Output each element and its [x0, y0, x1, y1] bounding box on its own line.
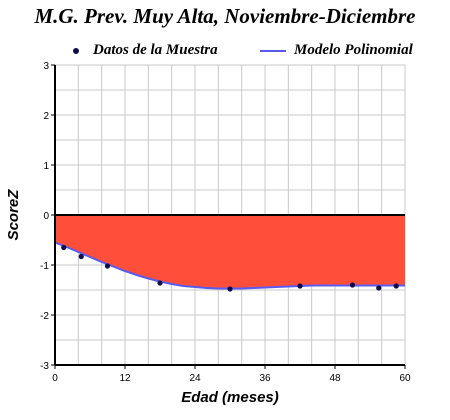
- data-point: [349, 282, 356, 288]
- y-tick-label: -3: [40, 361, 49, 372]
- x-tick-label: 48: [329, 373, 341, 384]
- y-tick-label: 1: [43, 161, 49, 172]
- data-point: [78, 253, 84, 260]
- y-tick-label: 3: [43, 61, 49, 72]
- y-tick-label: 0: [43, 211, 49, 222]
- model-fill-area: [55, 215, 405, 289]
- legend: Datos de la Muestra Modelo Polinomial: [0, 42, 450, 60]
- data-point: [376, 285, 382, 291]
- data-point: [393, 283, 399, 289]
- y-tick-label: -1: [40, 261, 49, 272]
- chart-title: M.G. Prev. Muy Alta, Noviembre-Diciembre: [34, 4, 416, 28]
- x-tick-label: 24: [189, 373, 201, 384]
- legend-label-model: Modelo Polinomial: [294, 42, 413, 58]
- legend-label-sample: Datos de la Muestra: [93, 42, 218, 58]
- x-tick-label: 36: [259, 373, 271, 384]
- y-axis-label: ScoreZ: [5, 189, 22, 241]
- y-tick-label: -2: [40, 311, 49, 322]
- data-point: [227, 286, 233, 292]
- x-tick-label: 12: [119, 373, 131, 384]
- data-point: [297, 283, 303, 289]
- data-point: [104, 263, 111, 269]
- y-tick-label: 2: [43, 111, 49, 122]
- data-point: [157, 280, 163, 286]
- legend-marker-sample: [73, 47, 79, 54]
- legend-item-model: Modelo Polinomial: [260, 42, 413, 59]
- x-tick-label: 0: [52, 373, 58, 384]
- x-tick-label: 60: [399, 373, 411, 384]
- data-point: [61, 244, 67, 251]
- legend-item-sample: Datos de la Muestra: [73, 42, 218, 59]
- legend-marker-model: [260, 49, 286, 52]
- x-axis-label: Edad (meses): [181, 389, 279, 406]
